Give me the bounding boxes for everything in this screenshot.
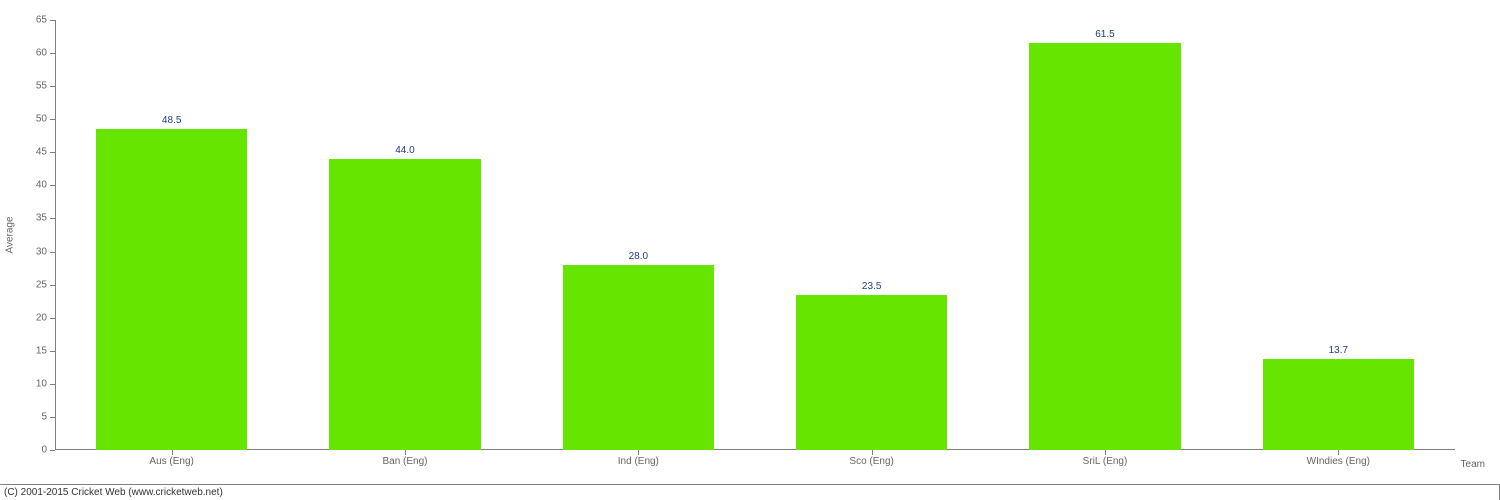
- x-tick-label: WIndies (Eng): [1307, 456, 1370, 467]
- y-tick-label: 55: [36, 81, 47, 92]
- y-tick-label: 15: [36, 345, 47, 356]
- y-tick: [50, 318, 55, 319]
- y-tick-label: 25: [36, 279, 47, 290]
- bar: 48.5: [96, 129, 248, 450]
- y-tick-label: 65: [36, 15, 47, 26]
- y-tick: [50, 20, 55, 21]
- x-axis-line: [55, 449, 1455, 450]
- bar: 23.5: [796, 295, 948, 450]
- y-tick-label: 40: [36, 180, 47, 191]
- y-axis-line: [55, 20, 56, 450]
- bar-value-label: 13.7: [1329, 345, 1348, 356]
- x-tick-label: Ind (Eng): [618, 456, 659, 467]
- y-tick: [50, 119, 55, 120]
- x-tick-label: Sco (Eng): [849, 456, 893, 467]
- bar-value-label: 28.0: [629, 251, 648, 262]
- y-tick-label: 10: [36, 378, 47, 389]
- y-tick: [50, 417, 55, 418]
- y-tick-label: 45: [36, 147, 47, 158]
- y-axis-title: Average: [5, 216, 16, 253]
- copyright-line: (C) 2001-2015 Cricket Web (www.cricketwe…: [0, 484, 1500, 500]
- y-tick: [50, 285, 55, 286]
- y-tick: [50, 351, 55, 352]
- x-tick: [405, 450, 406, 455]
- x-tick: [638, 450, 639, 455]
- bar: 28.0: [563, 265, 715, 450]
- y-tick: [50, 252, 55, 253]
- y-tick-label: 35: [36, 213, 47, 224]
- y-tick-label: 30: [36, 246, 47, 257]
- x-tick: [1338, 450, 1339, 455]
- bar: 61.5: [1029, 43, 1181, 450]
- plot-area: Average Team 051015202530354045505560654…: [55, 20, 1455, 450]
- x-tick: [1105, 450, 1106, 455]
- x-tick-label: Aus (Eng): [149, 456, 193, 467]
- y-tick: [50, 450, 55, 451]
- bar-value-label: 23.5: [862, 281, 881, 292]
- x-tick: [172, 450, 173, 455]
- y-tick-label: 0: [41, 445, 47, 456]
- y-tick-label: 20: [36, 312, 47, 323]
- y-tick-label: 60: [36, 48, 47, 59]
- bar-value-label: 48.5: [162, 115, 181, 126]
- bar-value-label: 61.5: [1095, 29, 1114, 40]
- y-tick: [50, 218, 55, 219]
- bar-value-label: 44.0: [395, 145, 414, 156]
- y-tick-label: 5: [41, 411, 47, 422]
- y-tick: [50, 384, 55, 385]
- chart-container: Average Team 0 5 10 15 20 25 30 35 40 45 50 55 60 65 4…: [0, 0, 1500, 500]
- y-tick-label: 50: [36, 114, 47, 125]
- copyright-text: (C) 2001-2015 Cricket Web (www.cricketwe…: [4, 487, 223, 498]
- x-tick-label: Ban (Eng): [382, 456, 427, 467]
- x-tick: [872, 450, 873, 455]
- y-tick: [50, 86, 55, 87]
- y-tick: [50, 53, 55, 54]
- y-tick: [50, 185, 55, 186]
- bar: 44.0: [329, 159, 481, 450]
- y-tick: [50, 152, 55, 153]
- bar: 13.7: [1263, 359, 1415, 450]
- x-axis-title: Team: [1461, 459, 1485, 470]
- x-tick-label: SriL (Eng): [1083, 456, 1128, 467]
